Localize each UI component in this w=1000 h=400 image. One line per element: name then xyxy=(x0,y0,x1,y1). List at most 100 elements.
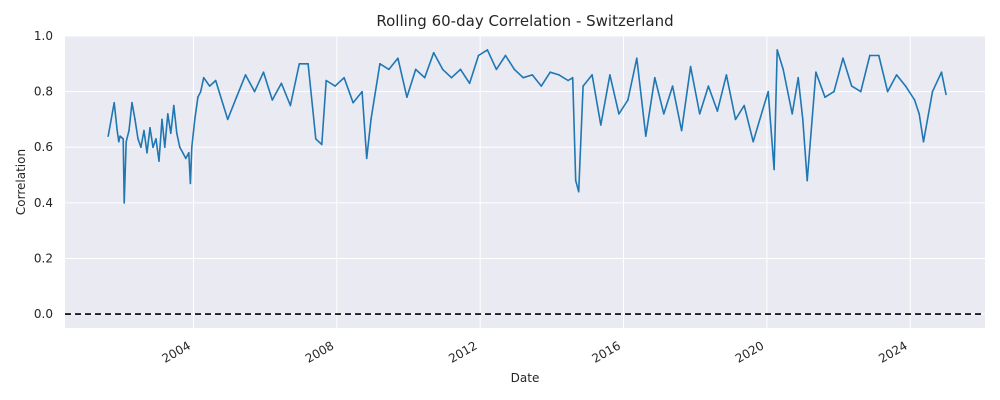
data-point xyxy=(725,74,728,76)
data-point xyxy=(110,118,113,121)
data-point xyxy=(663,113,665,115)
data-point xyxy=(571,76,574,79)
data-point xyxy=(801,118,804,121)
data-point xyxy=(627,99,629,101)
data-point xyxy=(128,129,130,132)
y-tick-label: 1.0 xyxy=(34,29,53,43)
data-point xyxy=(878,54,880,57)
data-point xyxy=(654,76,656,79)
data-point xyxy=(869,54,871,57)
data-point xyxy=(155,138,157,140)
data-point xyxy=(365,157,368,160)
y-axis-label: Correlation xyxy=(14,149,28,215)
y-tick-label: 0.4 xyxy=(34,196,53,210)
data-point xyxy=(315,138,317,140)
data-point xyxy=(235,96,238,98)
data-point xyxy=(188,152,190,154)
data-point xyxy=(169,132,172,135)
data-point xyxy=(182,152,184,154)
data-point xyxy=(635,57,638,60)
data-point xyxy=(743,104,746,107)
chart-title: Rolling 60-day Correlation - Switzerland xyxy=(376,12,673,30)
data-point xyxy=(190,146,193,149)
x-tick-label: 2012 xyxy=(446,338,479,365)
x-axis-label: Date xyxy=(511,371,540,385)
data-point xyxy=(325,79,328,82)
x-tick-label: 2024 xyxy=(876,338,909,365)
data-point xyxy=(773,168,775,171)
data-point xyxy=(388,68,390,71)
data-point xyxy=(125,140,128,143)
y-tick-label: 0.8 xyxy=(34,85,53,99)
data-point xyxy=(167,113,169,115)
data-point xyxy=(179,146,181,149)
data-point xyxy=(468,82,471,85)
y-tick-label: 0.2 xyxy=(34,251,53,265)
data-point xyxy=(833,90,835,93)
data-point xyxy=(591,74,593,76)
data-point xyxy=(815,71,817,73)
data-point xyxy=(752,140,755,143)
data-point xyxy=(644,135,647,137)
series-points xyxy=(107,49,947,204)
data-point xyxy=(397,57,399,60)
y-tick-labels: 0.0 0.2 0.4 0.6 0.8 1.0 xyxy=(34,29,53,321)
data-point xyxy=(806,179,809,182)
data-point xyxy=(567,79,569,82)
data-point xyxy=(220,99,223,101)
data-point xyxy=(370,118,372,121)
data-point xyxy=(504,54,507,57)
data-point xyxy=(824,96,826,98)
data-point xyxy=(767,90,770,93)
data-point xyxy=(945,93,947,96)
data-point xyxy=(450,76,453,79)
data-point xyxy=(137,138,139,140)
data-point xyxy=(140,146,142,149)
data-point xyxy=(609,74,611,76)
x-tick-label: 2020 xyxy=(733,338,766,365)
data-point xyxy=(716,110,719,112)
data-point xyxy=(689,65,692,68)
y-tick-label: 0.0 xyxy=(34,307,53,321)
data-point xyxy=(540,85,543,87)
data-point xyxy=(113,101,115,104)
data-point xyxy=(149,126,151,129)
data-point xyxy=(734,118,737,121)
data-point xyxy=(486,49,489,51)
data-point xyxy=(244,74,247,76)
x-tick-labels: 2004 2008 2012 2016 2020 2024 xyxy=(159,338,909,365)
data-point xyxy=(289,104,292,107)
data-point xyxy=(253,90,256,93)
data-point xyxy=(904,85,907,87)
plot-area xyxy=(65,36,985,328)
data-point xyxy=(334,85,336,87)
data-point xyxy=(423,76,426,79)
data-point xyxy=(199,90,202,93)
data-point xyxy=(791,113,793,115)
data-point xyxy=(262,71,265,73)
data-point xyxy=(549,71,552,73)
data-point xyxy=(513,68,516,71)
data-point xyxy=(158,160,160,162)
data-point xyxy=(782,68,784,71)
data-point xyxy=(558,74,560,76)
data-point xyxy=(414,68,417,71)
data-point xyxy=(574,179,577,182)
data-point xyxy=(116,129,119,132)
data-point xyxy=(175,132,178,135)
data-point xyxy=(146,152,148,154)
data-point xyxy=(379,63,381,65)
data-point xyxy=(131,101,133,104)
data-point xyxy=(194,118,196,121)
data-point xyxy=(913,99,916,101)
y-tick-label: 0.6 xyxy=(34,140,53,154)
data-point xyxy=(886,90,889,93)
data-point xyxy=(184,157,187,160)
data-point xyxy=(495,68,498,71)
data-point xyxy=(298,63,301,65)
data-point xyxy=(280,82,283,85)
data-point xyxy=(152,146,154,149)
data-point xyxy=(931,90,934,93)
data-point xyxy=(119,135,121,137)
